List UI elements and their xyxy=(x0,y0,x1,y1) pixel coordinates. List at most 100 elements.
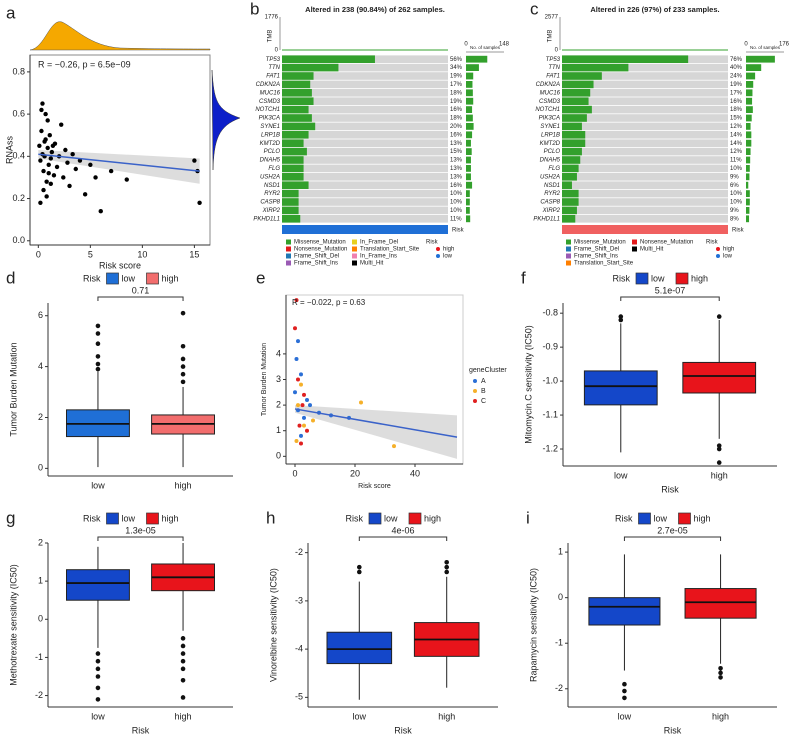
point xyxy=(41,187,46,193)
gene-percent: 16% xyxy=(450,132,463,138)
legend-swatch xyxy=(352,239,357,245)
gene-bar xyxy=(466,114,473,122)
point xyxy=(308,403,312,408)
mutated-samples xyxy=(562,80,594,89)
significance-bracket xyxy=(97,536,184,541)
gene-label: FLG xyxy=(548,166,560,172)
gene-label: FAT1 xyxy=(266,74,280,80)
y-tick-label: 1 xyxy=(276,425,281,435)
outlier xyxy=(95,361,101,367)
gene-bar xyxy=(466,156,471,164)
point xyxy=(43,111,48,117)
outlier xyxy=(180,371,186,377)
legend-title: Risk xyxy=(83,513,101,523)
gene-label: TP53 xyxy=(266,57,281,63)
point xyxy=(54,164,60,170)
gene-label: MUC16 xyxy=(260,90,281,96)
gene-bar xyxy=(466,207,470,214)
gene-bar xyxy=(746,106,753,113)
point xyxy=(45,118,50,123)
mutated-samples xyxy=(562,131,586,139)
legend-label: In_Frame_Ins xyxy=(360,254,397,260)
box xyxy=(588,597,661,626)
outlier xyxy=(180,310,186,316)
point xyxy=(61,175,66,180)
point xyxy=(299,382,303,387)
risk-bar xyxy=(282,225,448,234)
gene-row xyxy=(562,105,728,114)
point xyxy=(39,107,44,113)
point xyxy=(294,438,299,443)
legend-swatch xyxy=(286,246,291,252)
outlier xyxy=(718,665,723,671)
box xyxy=(684,588,757,619)
point xyxy=(302,392,306,397)
y-tick-label: 0 xyxy=(38,614,43,624)
outlier xyxy=(95,685,101,691)
point xyxy=(44,179,49,184)
gene-row xyxy=(562,147,728,156)
outlier xyxy=(180,356,186,362)
y-tick-label: 3 xyxy=(276,374,281,384)
legend-label: high xyxy=(162,273,179,283)
point xyxy=(51,173,57,178)
gene-bar xyxy=(746,156,751,164)
x-tick-label: 15 xyxy=(189,249,199,259)
y-tick-label: -1.2 xyxy=(542,443,558,453)
y-tick-label: -2 xyxy=(555,683,563,693)
gene-row xyxy=(282,72,448,80)
tmb-tick-label: 0 xyxy=(275,48,279,54)
legend-swatch xyxy=(286,253,291,259)
y-axis-label: Tumor Burden Mutation xyxy=(8,342,18,436)
point xyxy=(108,168,114,174)
point xyxy=(93,175,98,180)
gene-percent: 16% xyxy=(450,183,463,189)
point xyxy=(47,133,52,138)
gene-percent: 13% xyxy=(450,158,463,164)
significance-bracket xyxy=(620,296,720,301)
risk-legend-swatch xyxy=(436,247,440,251)
point xyxy=(49,149,55,155)
y-tick-label: -3 xyxy=(295,595,303,605)
gene-bar xyxy=(746,165,750,172)
legend-swatch xyxy=(352,253,357,259)
box xyxy=(583,370,658,406)
fit-line xyxy=(294,408,458,438)
x-tick-label: 10 xyxy=(137,249,147,259)
count-tick-label: 0 xyxy=(744,42,748,48)
gene-percent: 15% xyxy=(730,116,743,122)
gene-row xyxy=(562,63,728,72)
legend-swatch xyxy=(675,272,689,285)
gene-percent: 18% xyxy=(450,116,463,122)
gene-row xyxy=(282,206,448,215)
gene-row xyxy=(282,131,448,139)
legend-label: Frame_Shift_Ins xyxy=(294,261,338,267)
point xyxy=(124,177,129,182)
point xyxy=(59,122,64,127)
mutated-samples xyxy=(282,80,311,89)
p-value: 1.3e-05 xyxy=(125,525,156,535)
legend-swatch xyxy=(286,260,291,266)
point xyxy=(296,339,300,344)
y-tick-label: -1.1 xyxy=(542,409,558,419)
gene-percent: 19% xyxy=(450,99,463,105)
gene-row xyxy=(282,122,448,131)
gene-label: XIRP2 xyxy=(262,208,281,214)
outlier xyxy=(716,314,722,319)
risk-legend-label: high xyxy=(443,247,454,253)
gene-bar xyxy=(746,148,751,155)
outlier xyxy=(622,688,627,694)
gene-percent: 76% xyxy=(730,57,743,63)
gene-row xyxy=(562,122,728,131)
gene-percent: 16% xyxy=(450,107,463,113)
outlier xyxy=(180,678,186,683)
panel-letter: a xyxy=(6,3,16,22)
legend-label: Missense_Mutation xyxy=(574,240,626,246)
gene-row xyxy=(282,181,448,189)
risk-bar-label: Risk xyxy=(452,228,465,234)
gene-row xyxy=(562,156,728,164)
gene-label: PCLO xyxy=(264,149,281,155)
legend-label: low xyxy=(654,513,668,523)
legend-label: A xyxy=(481,378,486,385)
gene-percent: 20% xyxy=(450,124,463,130)
